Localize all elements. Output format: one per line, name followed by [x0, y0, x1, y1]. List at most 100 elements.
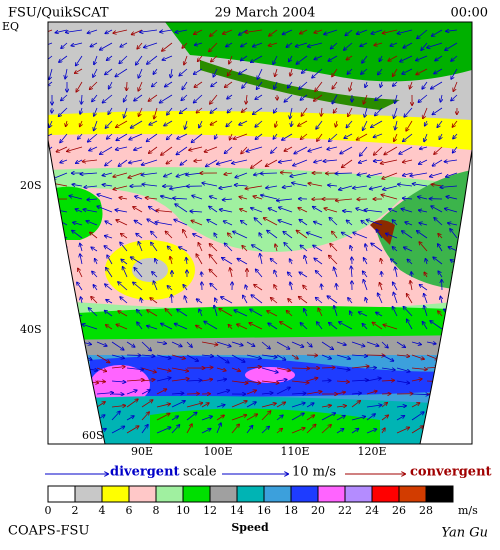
wind-vector	[194, 94, 203, 103]
wind-vector	[298, 120, 308, 126]
wind-vector	[302, 68, 308, 73]
wind-vector	[141, 425, 148, 434]
wind-vector	[300, 245, 308, 252]
wind-vector	[321, 367, 335, 368]
wind-vector	[411, 379, 422, 381]
map-field	[48, 22, 472, 444]
wind-vector	[275, 244, 277, 252]
wind-vector	[105, 68, 113, 74]
wind-vector	[214, 306, 218, 317]
wind-vector	[196, 107, 203, 113]
wind-vector	[223, 199, 233, 200]
wind-vector	[123, 267, 128, 278]
wind-vector	[376, 230, 383, 239]
wind-vector	[392, 220, 398, 226]
wind-vector	[308, 183, 323, 187]
wind-vector	[201, 367, 213, 368]
wind-vector	[100, 42, 113, 50]
wind-vector	[90, 232, 98, 239]
wind-vector	[336, 406, 346, 407]
wind-vector	[336, 429, 344, 434]
wind-vector	[75, 209, 83, 213]
wind-vector	[201, 416, 212, 421]
wind-vector	[137, 322, 143, 330]
wind-vector	[171, 393, 183, 394]
wind-vector	[362, 55, 368, 63]
wind-vector	[108, 107, 113, 114]
wind-vector	[374, 160, 383, 161]
wind-vector	[403, 307, 413, 317]
wind-vector	[201, 272, 202, 278]
wind-vector	[103, 94, 113, 103]
wind-vector	[340, 146, 353, 154]
wind-vector	[137, 310, 143, 317]
wind-vector	[426, 403, 441, 408]
wind-vector	[194, 29, 203, 34]
wind-vector	[407, 294, 413, 304]
wind-vector	[118, 311, 128, 317]
wind-vector	[298, 208, 308, 213]
wind-vector	[334, 267, 338, 278]
wind-vector	[239, 68, 248, 74]
wind-vector	[121, 259, 128, 265]
wind-vector	[351, 266, 352, 278]
wind-vector	[126, 416, 134, 421]
wind-vector	[418, 94, 428, 102]
wind-vector	[58, 107, 68, 116]
wind-vector	[56, 146, 68, 152]
wind-vector	[251, 55, 263, 62]
wind-vector	[196, 325, 203, 330]
wind-vector	[48, 172, 53, 179]
wind-vector	[441, 368, 458, 369]
wind-vector	[240, 209, 248, 213]
wind-vector	[453, 273, 458, 278]
wind-vector	[149, 94, 158, 101]
wind-vector	[65, 68, 67, 79]
wind-vector	[246, 402, 256, 408]
wind-vector	[246, 341, 255, 346]
wind-vector	[261, 367, 278, 372]
colorbar-swatch	[47, 485, 76, 503]
wind-vector	[186, 258, 187, 265]
wind-vector	[432, 159, 443, 166]
wind-vector	[72, 231, 83, 239]
wind-vector	[80, 244, 82, 252]
wind-vector	[396, 355, 409, 356]
wind-vector	[116, 324, 128, 330]
wind-vector	[119, 55, 128, 63]
wind-vector	[136, 55, 143, 65]
wind-vector	[411, 341, 421, 345]
wind-vector	[393, 293, 398, 304]
wind-vector	[194, 81, 203, 87]
wind-vector	[66, 380, 82, 381]
wind-vector	[48, 208, 53, 213]
wind-vector	[211, 81, 218, 86]
wind-vector	[402, 231, 413, 239]
wind-vector	[141, 367, 156, 372]
wind-vector	[231, 415, 246, 421]
wind-vector	[297, 230, 308, 239]
wind-vector	[128, 172, 143, 178]
wind-vector	[452, 120, 458, 127]
wind-vector	[141, 172, 158, 175]
wind-vector	[364, 210, 383, 213]
wind-vector	[360, 146, 368, 156]
wind-vector	[433, 257, 443, 265]
wind-vector	[209, 206, 218, 213]
wind-vector	[141, 400, 153, 408]
wind-vector	[97, 206, 113, 213]
wind-vector	[381, 403, 387, 408]
wind-vector	[366, 378, 381, 382]
wind-vector	[147, 133, 158, 141]
wind-vector	[171, 341, 182, 346]
wind-vector	[196, 299, 203, 304]
wind-vector	[453, 133, 458, 139]
wind-vector	[164, 172, 173, 177]
wind-vector	[396, 427, 409, 434]
wind-vector	[390, 42, 398, 46]
wind-vector	[184, 55, 188, 65]
wind-vector	[321, 354, 331, 359]
wind-vector	[194, 68, 203, 74]
wind-vector	[273, 55, 278, 64]
